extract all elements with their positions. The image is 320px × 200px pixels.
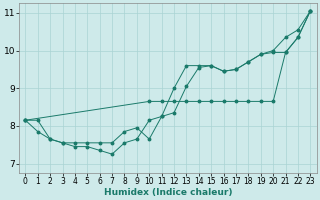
X-axis label: Humidex (Indice chaleur): Humidex (Indice chaleur) [104, 188, 232, 197]
